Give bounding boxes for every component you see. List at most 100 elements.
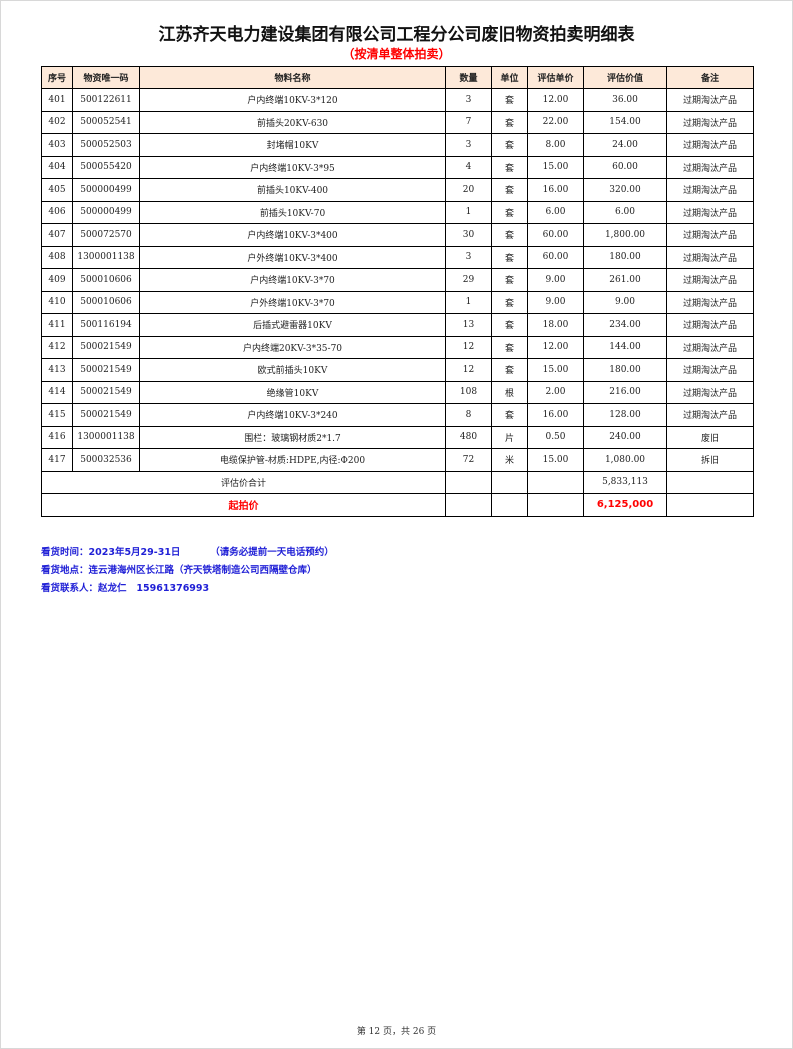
col-index-cell: 417 (41, 448, 73, 472)
col-unit-price-cell: 18.00 (527, 313, 584, 337)
page-title: 江苏齐天电力建设集团有限公司工程分公司废旧物资拍卖明细表 (158, 25, 635, 45)
col-material-code-cell: 500055420 (72, 155, 140, 179)
col-unit-cell: 根 (491, 380, 528, 404)
col-material-name-cell: 封堵帽10KV (139, 133, 446, 157)
auction-items-table: 序号 物资唯一码 物料名称 数量 单位 评估单价 评估价值 备注 401 500122611 户内… (41, 66, 754, 517)
col-value-cell: 1,080.00 (583, 448, 667, 472)
col-quantity-cell: 7 (445, 110, 492, 134)
col-remark-cell: 过期淘汰产品 (666, 403, 754, 427)
col-material-code-cell: 1300001138 (72, 245, 140, 269)
col-unit-cell: 套 (491, 290, 528, 314)
col-unit-cell: 套 (491, 88, 528, 112)
col-unit-cell: 米 (491, 448, 528, 472)
col-remark-cell: 废旧 (666, 425, 754, 449)
start-price-value: 6,125,000 (583, 493, 667, 517)
col-remark-cell: 过期淘汰产品 (666, 290, 754, 314)
start-price-row: 起拍价 6,125,000 (41, 493, 754, 517)
col-unit-price-cell: 6.00 (527, 200, 584, 224)
table-row: 405 500000499 前插头10KV-400 20 套 16.00 320.00 过期淘… (41, 178, 754, 202)
viewing-time: 看货时间：2023年5月29-31日 （请务必提前一天电话预约） (41, 547, 334, 558)
header-col-remark: 备注 (666, 66, 754, 89)
col-material-code-cell: 500021549 (72, 403, 140, 427)
col-quantity-cell: 72 (445, 448, 492, 472)
col-value-cell: 234.00 (583, 313, 667, 337)
col-index-cell: 410 (41, 290, 73, 314)
col-unit-price-cell: 16.00 (527, 403, 584, 427)
col-quantity-cell: 8 (445, 403, 492, 427)
col-value-cell: 144.00 (583, 335, 667, 359)
col-unit-price-cell: 15.00 (527, 155, 584, 179)
header-col-value: 评估价值 (583, 66, 667, 89)
col-material-name-cell: 户外终端10KV-3*70 (139, 290, 446, 314)
col-value-cell: 36.00 (583, 88, 667, 112)
col-material-code-cell: 500072570 (72, 223, 140, 247)
col-quantity-cell: 3 (445, 245, 492, 269)
col-material-code-cell: 500021549 (72, 335, 140, 359)
col-remark-cell: 过期淘汰产品 (666, 223, 754, 247)
col-quantity-cell: 3 (445, 133, 492, 157)
header-col-material-code: 物资唯一码 (72, 66, 140, 89)
col-remark-cell: 过期淘汰产品 (666, 155, 754, 179)
col-material-code-cell: 500122611 (72, 88, 140, 112)
header-col-unit: 单位 (491, 66, 528, 89)
col-index-cell: 403 (41, 133, 73, 157)
col-remark-cell: 拆旧 (666, 448, 754, 472)
col-material-code-cell: 500021549 (72, 380, 140, 404)
col-remark-cell: 过期淘汰产品 (666, 245, 754, 269)
table-row: 409 500010606 户内终端10KV-3*70 29 套 9.00 261.00 过期… (41, 268, 754, 292)
col-material-name-cell: 户内终端10KV-3*240 (139, 403, 446, 427)
col-material-code-cell: 500021549 (72, 358, 140, 382)
col-material-name-cell: 前插头20KV-630 (139, 110, 446, 134)
col-material-code-cell: 500010606 (72, 268, 140, 292)
col-remark-cell: 过期淘汰产品 (666, 110, 754, 134)
total-row: 评估价合计 5,833,113 (41, 470, 754, 494)
col-remark-cell: 过期淘汰产品 (666, 200, 754, 224)
col-unit-price-cell: 60.00 (527, 223, 584, 247)
col-material-name-cell: 户内终端20KV-3*35-70 (139, 335, 446, 359)
col-unit-price-cell: 22.00 (527, 110, 584, 134)
col-index-cell: 406 (41, 200, 73, 224)
header-col-quantity: 数量 (445, 66, 492, 89)
col-index-cell: 414 (41, 380, 73, 404)
col-value-cell: 216.00 (583, 380, 667, 404)
col-unit-cell: 套 (491, 223, 528, 247)
col-remark-cell: 过期淘汰产品 (666, 313, 754, 337)
col-unit-cell: 套 (491, 178, 528, 202)
col-value-cell: 261.00 (583, 268, 667, 292)
col-quantity-cell: 1 (445, 200, 492, 224)
col-value-cell: 320.00 (583, 178, 667, 202)
table-row: 411 500116194 后插式避雷器10KV 13 套 18.00 234.00 过期淘汰… (41, 313, 754, 337)
col-unit-cell: 套 (491, 110, 528, 134)
col-unit-price-cell: 9.00 (527, 268, 584, 292)
col-unit-price-cell: 8.00 (527, 133, 584, 157)
col-material-name-cell: 电缆保护管-材质:HDPE,内径:Φ200 (139, 448, 446, 472)
col-remark-cell: 过期淘汰产品 (666, 358, 754, 382)
table-row: 404 500055420 户内终端10KV-3*95 4 套 15.00 60.00 过期淘… (41, 155, 754, 179)
col-quantity-cell: 1 (445, 290, 492, 314)
table-row: 402 500052541 前插头20KV-630 7 套 22.00 154.00 过期淘汰… (41, 110, 754, 134)
col-unit-cell: 套 (491, 245, 528, 269)
table-row: 410 500010606 户外终端10KV-3*70 1 套 9.00 9.00 过期淘汰产… (41, 290, 754, 314)
table-row: 415 500021549 户内终端10KV-3*240 8 套 16.00 128.00 过… (41, 403, 754, 427)
col-material-code-cell: 500000499 (72, 200, 140, 224)
col-material-name-cell: 围栏：玻璃钢材质2*1.7 (139, 425, 446, 449)
col-value-cell: 154.00 (583, 110, 667, 134)
col-unit-price-cell: 12.00 (527, 88, 584, 112)
col-material-name-cell: 前插头10KV-70 (139, 200, 446, 224)
col-index-cell: 408 (41, 245, 73, 269)
col-remark-cell: 过期淘汰产品 (666, 133, 754, 157)
viewing-location: 看货地点：连云港海州区长江路（齐天铁塔制造公司西隔壁仓库） (41, 565, 317, 576)
col-unit-cell: 套 (491, 403, 528, 427)
col-unit-cell: 套 (491, 155, 528, 179)
col-index-cell: 407 (41, 223, 73, 247)
col-quantity-cell: 20 (445, 178, 492, 202)
col-index-cell: 411 (41, 313, 73, 337)
page-number: 第 12 页，共 26 页 (356, 1027, 437, 1037)
col-material-code-cell: 500000499 (72, 178, 140, 202)
col-value-cell: 6.00 (583, 200, 667, 224)
col-material-name-cell: 绝缘管10KV (139, 380, 446, 404)
col-material-name-cell: 户内终端10KV-3*70 (139, 268, 446, 292)
table-row: 401 500122611 户内终端10KV-3*120 3 套 12.00 36.00 过期… (41, 88, 754, 112)
col-value-cell: 24.00 (583, 133, 667, 157)
col-value-cell: 1,800.00 (583, 223, 667, 247)
